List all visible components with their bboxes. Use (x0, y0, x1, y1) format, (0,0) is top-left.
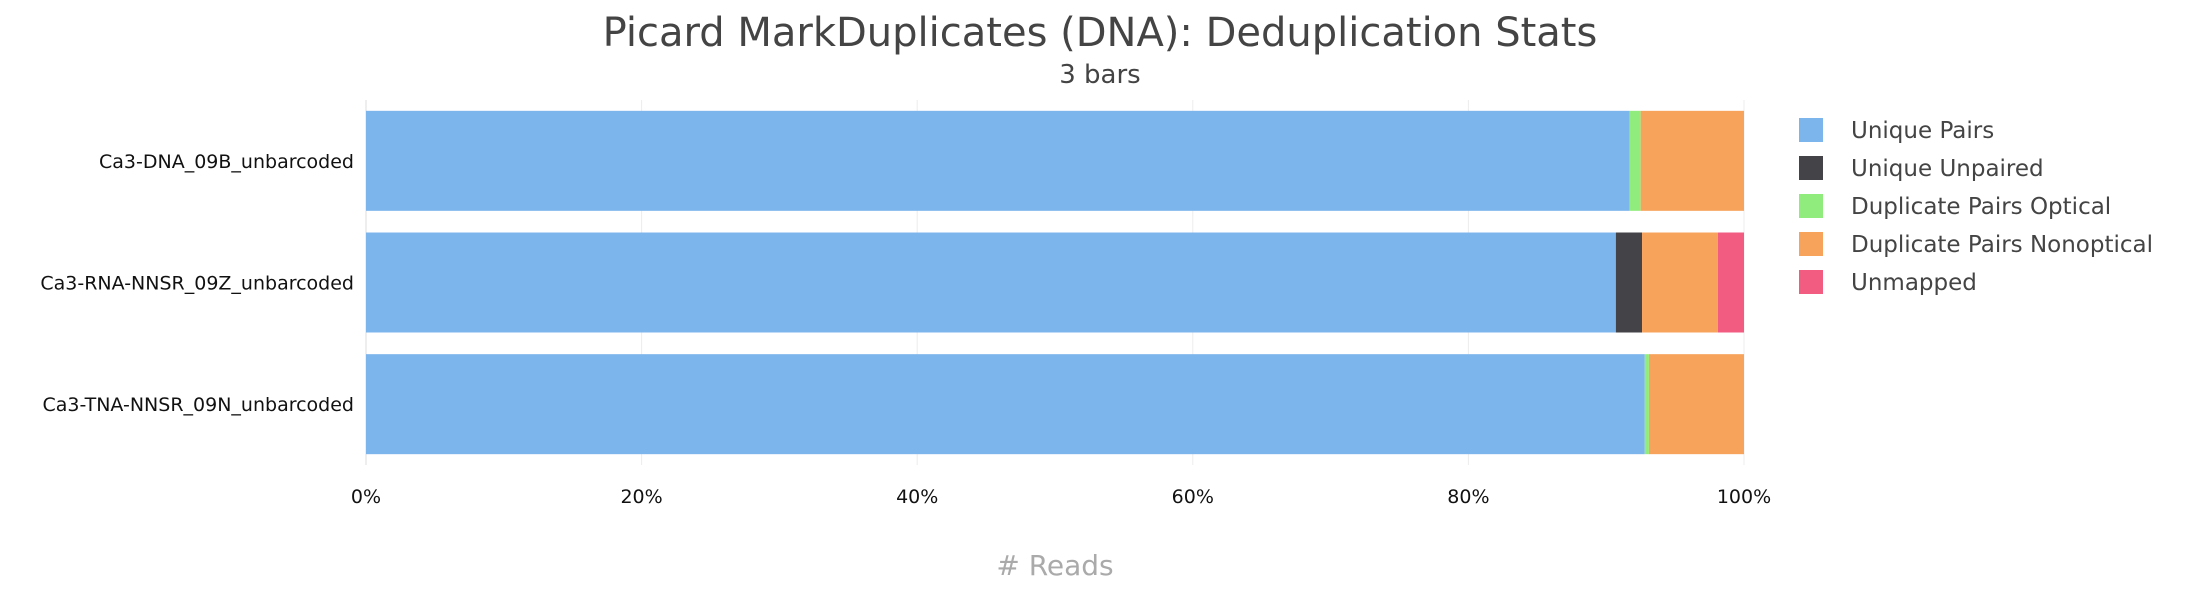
bar-segment[interactable] (1648, 354, 1744, 455)
category-labels: Ca3-DNA_09B_unbarcoded Ca3-RNA-NNSR_09Z_u… (40, 151, 354, 416)
legend-swatch (1799, 270, 1823, 294)
chart-subtitle: 3 bars (1059, 60, 1141, 90)
legend-label: Unique Pairs (1851, 118, 1994, 144)
bar-segment[interactable] (1717, 232, 1744, 333)
bar-segment[interactable] (1640, 110, 1744, 211)
legend-swatch (1799, 194, 1823, 218)
legend-swatch (1799, 232, 1823, 256)
legend: Unique Pairs Unique Unpaired Duplicate Pai… (1799, 118, 2153, 296)
bars (366, 110, 1744, 455)
legend-swatch (1799, 118, 1823, 142)
bar-segment[interactable] (366, 232, 1616, 333)
legend-label: Unique Unpaired (1851, 156, 2044, 182)
category-label: Ca3-RNA-NNSR_09Z_unbarcoded (40, 273, 354, 295)
category-label: Ca3-TNA-NNSR_09N_unbarcoded (42, 394, 354, 416)
bar-segment[interactable] (1629, 110, 1641, 211)
x-axis-label: # Reads (996, 549, 1113, 582)
bar-segment[interactable] (1615, 232, 1643, 333)
legend-label: Duplicate Pairs Optical (1851, 194, 2111, 220)
bar-segment[interactable] (1642, 232, 1718, 333)
bar-segment[interactable] (1644, 354, 1649, 455)
x-tick-label: 80% (1447, 486, 1489, 508)
x-axis-ticks: 0% 20% 40% 60% 80% 100% (351, 486, 1771, 508)
x-tick-label: 0% (351, 486, 381, 508)
bar-segment[interactable] (366, 354, 1645, 455)
legend-label: Unmapped (1851, 270, 1977, 296)
legend-label: Duplicate Pairs Nonoptical (1851, 232, 2153, 258)
x-tick-label: 40% (896, 486, 938, 508)
x-tick-label: 60% (1172, 486, 1214, 508)
chart-title: Picard MarkDuplicates (DNA): Deduplicati… (602, 10, 1598, 56)
category-label: Ca3-DNA_09B_unbarcoded (99, 151, 354, 173)
x-tick-label: 100% (1717, 486, 1771, 508)
legend-swatch (1799, 156, 1823, 180)
bar-segment[interactable] (366, 110, 1630, 211)
x-tick-label: 20% (620, 486, 662, 508)
